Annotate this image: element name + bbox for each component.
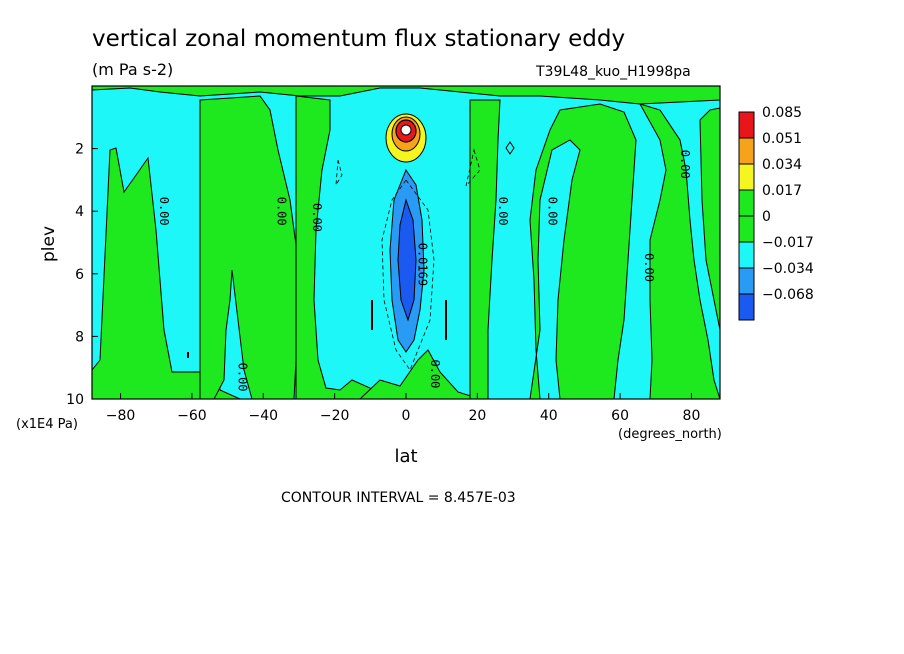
contour-label: 0.00 [678,150,692,179]
plot-area: 0.00 0.00 0.00 0.0169 0.00 0.00 0.00 0.00 0.00 0.… [91,85,721,400]
y-axis-units: (x1E4 Pa) [16,417,78,432]
region-green-sh-mid [199,95,301,399]
contour-label: 0.00 [642,253,656,282]
colorbar-swatch [738,293,755,321]
contour-label: 0.00 [157,197,171,226]
region-green-nh-sub [469,99,637,399]
region-green-nh-high [638,103,720,399]
colorbar-swatch [738,111,755,139]
x-tick-label: 0 [402,408,411,424]
y-tick-label: 4 [75,204,84,220]
region-green-sp [92,147,241,399]
x-tick-label: 20 [468,408,486,424]
colorbar-level-label: 0.051 [762,131,802,147]
x-tick-label: 80 [683,408,701,424]
x-tick-label: 40 [540,408,558,424]
dashed-contours [335,148,481,371]
y-axis: 2 4 6 8 10 [66,142,98,408]
colorbar-level-label: −0.034 [762,261,814,277]
x-tick-label: −80 [106,408,136,424]
region-darkblue-negative [397,198,417,322]
region-green-np [699,107,720,331]
solid-contour-lines [187,300,447,358]
x-tick-label: −40 [248,408,278,424]
contour-label: 0.00 [546,197,560,226]
filled-contours [92,86,720,399]
colorbar-level-label: −0.068 [762,287,814,303]
dataset-label: T39L48_kuo_H1998pa [535,64,691,80]
contour-label: 0.00 [428,360,442,389]
x-tick-label: −60 [177,408,207,424]
x-tick-label: −20 [320,408,350,424]
x-tick-label: 60 [611,408,629,424]
contour-label: 0.00 [275,197,289,226]
y-tick-label: 2 [75,142,84,158]
chart-title: vertical zonal momentum flux stationary … [92,26,625,52]
y-tick-label: 10 [66,392,84,408]
y-tick-label: 6 [75,267,84,283]
colorbar-swatch [738,241,755,269]
colorbar-level-label: 0.034 [762,157,802,173]
region-red-core-center [400,124,412,136]
region-green-top [92,86,720,105]
colorbar-swatch [738,137,755,165]
colorbar: 0.085 0.051 0.034 0.017 0 −0.017 −0.034 −0.068 [738,105,814,321]
colorbar-level-label: 0.017 [762,183,802,199]
x-axis-units: (degrees_north) [618,427,722,442]
colorbar-level-label: 0 [762,209,771,225]
colorbar-level-label: −0.017 [762,235,814,251]
contour-interval-text: CONTOUR INTERVAL = 8.457E-03 [281,490,516,506]
diamond-contour [505,141,515,155]
colorbar-swatch [738,215,755,243]
contour-label: 0.0169 [415,243,429,286]
contour-label-layer: 0.00 0.00 0.00 0.0169 0.00 0.00 0.00 0.00 0.00 0.… [157,150,692,392]
colorbar-swatch [738,189,755,217]
colorbar-swatch [738,267,755,295]
contour-label: 0.00 [496,197,510,226]
x-axis: −80 −60 −40 −20 0 20 40 60 80 [106,393,701,424]
x-axis-label: lat [394,446,417,467]
y-axis-label: plev [39,226,59,262]
colorbar-level-label: 0.085 [762,105,802,121]
chart-units: (m Pa s-2) [92,60,173,79]
contour-label: 0.00 [235,363,249,392]
contour-label: 0.00 [310,203,324,232]
y-tick-label: 8 [75,329,84,345]
colorbar-swatch [738,163,755,191]
